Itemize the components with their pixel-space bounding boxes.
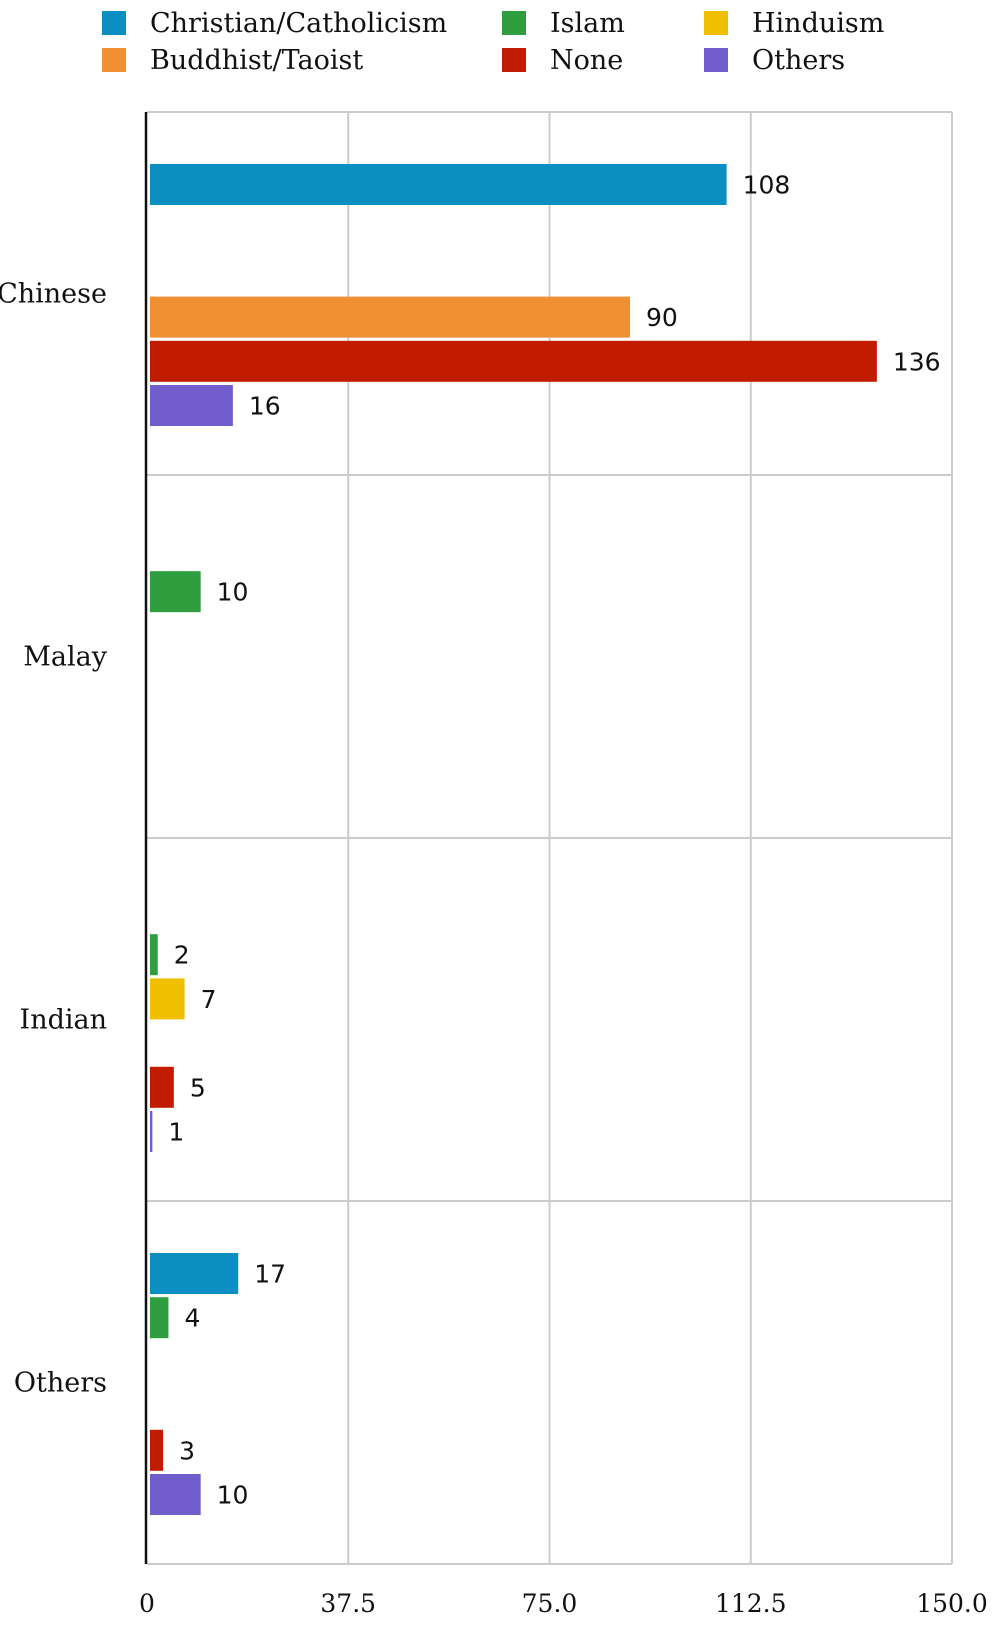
bars-layer [150,164,877,1515]
data-label: 4 [184,1304,200,1333]
legend-label-none: None [550,44,624,76]
category-label: Chinese [0,279,107,310]
x-tick-label: 37.5 [320,1589,376,1618]
legend-item-buddhist: Buddhist/Taoist [102,44,364,76]
legend-item-islam: Islam [502,7,625,39]
bar [150,1253,239,1294]
chart-legend: Christian/Catholicism Islam Hinduism Bud… [0,0,994,90]
bar [150,571,201,613]
bar [150,385,233,426]
legend-label-buddhist: Buddhist/Taoist [150,44,364,76]
data-label: 1 [168,1118,184,1147]
category-label: Indian [20,1005,107,1036]
category-label: Others [14,1368,107,1399]
data-label: 16 [249,392,281,421]
data-label: 90 [646,303,678,332]
x-tick-label: 150.0 [916,1589,988,1618]
legend-swatch-christian [102,11,126,35]
bar [150,1111,153,1152]
data-label: 5 [190,1073,206,1102]
legend-swatch-islam [502,11,526,35]
data-label: 3 [179,1436,195,1465]
data-label: 7 [201,985,217,1014]
legend-item-christian: Christian/Catholicism [102,7,448,39]
legend-swatch-buddhist [102,48,126,72]
data-label: 108 [743,171,791,200]
x-tick-label: 75.0 [522,1589,578,1618]
legend-item-others: Others [704,44,846,76]
legend-swatch-none [502,48,526,72]
bar [150,296,630,338]
legend-label-christian: Christian/Catholicism [150,7,448,39]
legend-label-others: Others [752,44,846,76]
bar [150,164,727,205]
legend-item-hinduism: Hinduism [704,7,885,39]
bar [150,1066,174,1108]
bar [150,340,877,382]
category-label: Malay [23,642,107,673]
data-label: 136 [893,347,941,376]
bar [150,934,158,976]
legend-label-hinduism: Hinduism [752,7,885,39]
bar [150,978,185,1020]
legend-item-none: None [502,44,624,76]
legend-swatch-hinduism [704,11,728,35]
labels-layer: 0 37.5 75.0 112.5 150.0 Chinese 108 90 136 16 Mala… [0,171,988,1619]
legend-swatch-others [704,48,728,72]
legend-label-islam: Islam [550,7,625,39]
bar [150,1297,169,1339]
data-label: 10 [217,578,249,607]
data-label: 2 [174,941,190,970]
data-label: 17 [254,1260,286,1289]
x-tick-label: 112.5 [715,1589,787,1618]
data-label: 10 [217,1481,249,1510]
bar [150,1474,201,1515]
bar [150,1429,164,1471]
grid-layer [144,111,953,1565]
x-tick-label: 0 [139,1589,155,1618]
